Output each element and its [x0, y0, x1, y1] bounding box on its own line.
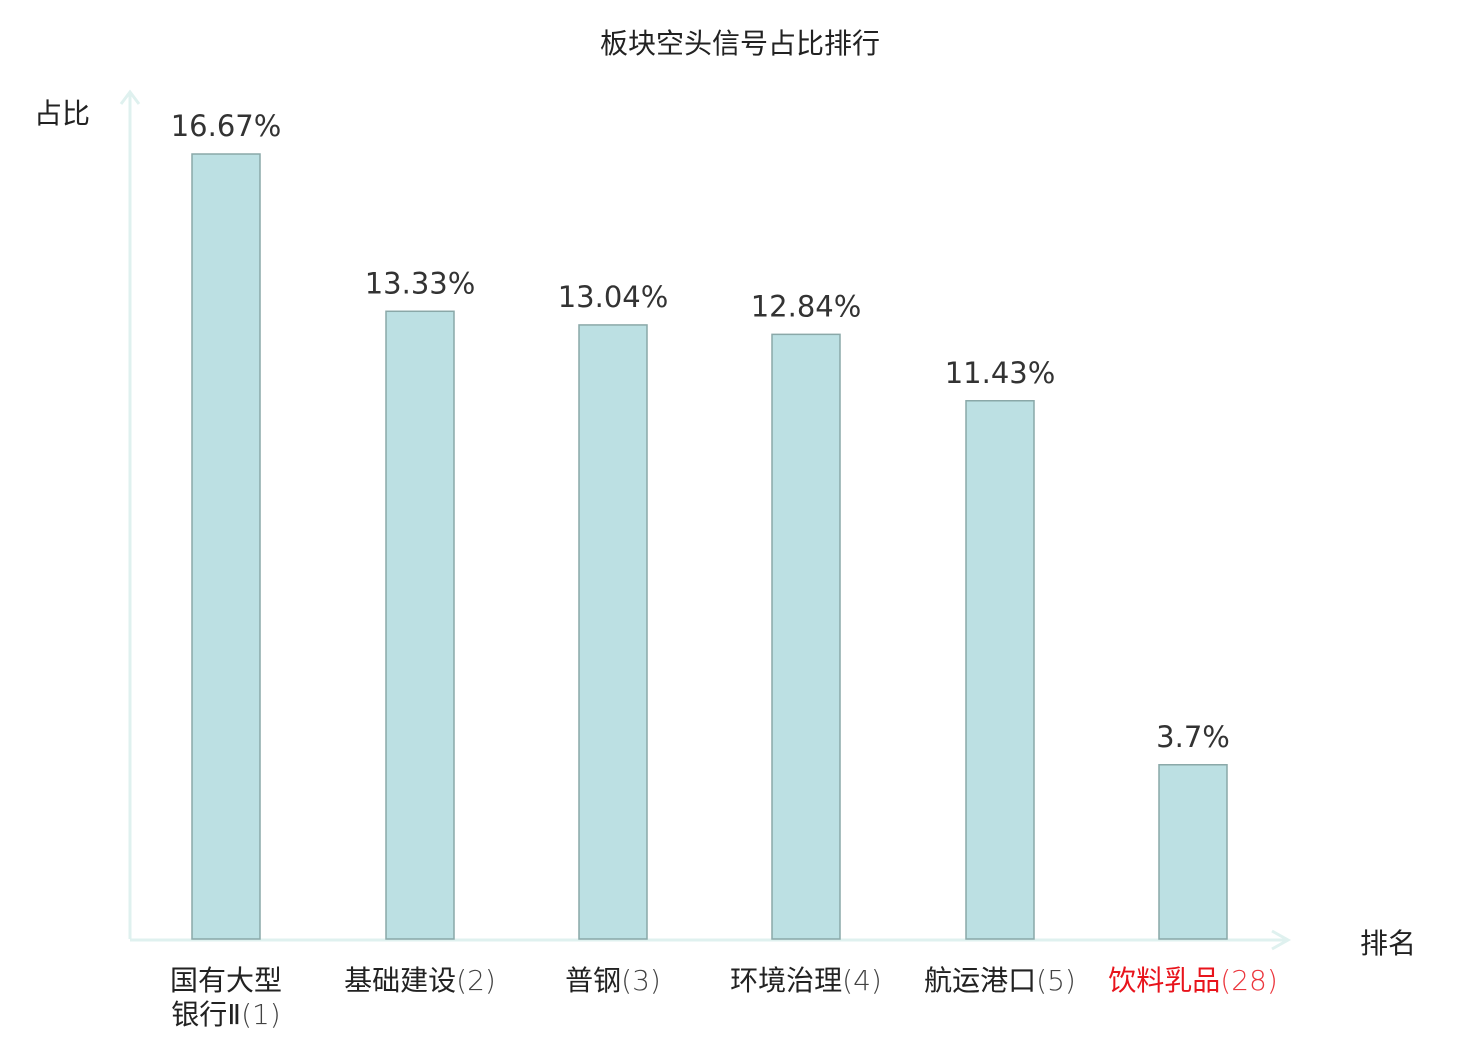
category-rank: (4) [842, 964, 882, 997]
bar [578, 324, 648, 940]
category-name: 普钢 [565, 964, 622, 997]
category-rank: (2) [456, 964, 496, 997]
data-label: 11.43% [945, 356, 1056, 390]
category-name: 饮料乳品 [1108, 964, 1221, 997]
bar [771, 333, 841, 940]
x-axis-label: 排名 [1360, 927, 1417, 960]
category-name: 基础建设 [344, 964, 457, 997]
data-label: 12.84% [751, 289, 862, 323]
category-name: 环境治理 [730, 964, 843, 997]
chart-title: 板块空头信号占比排行 [599, 27, 880, 60]
x-tick-label: 饮料乳品(28) [1093, 964, 1293, 998]
category-name: 国有大型银行Ⅱ [169, 964, 282, 1031]
x-tick-label: 基础建设(2) [320, 964, 520, 998]
category-name: 航运港口 [924, 964, 1037, 997]
data-label: 3.7% [1156, 720, 1230, 754]
x-tick-label: 普钢(3) [513, 964, 713, 998]
bar [1158, 764, 1228, 940]
category-rank: (28) [1220, 964, 1278, 997]
x-tick-label: 环境治理(4) [706, 964, 906, 998]
y-axis-label: 占比 [34, 97, 91, 130]
bar [965, 400, 1035, 940]
data-label: 16.67% [171, 109, 282, 143]
y-axis-arrow-icon [119, 89, 141, 105]
data-label: 13.33% [365, 266, 476, 300]
x-tick-label: 国有大型银行Ⅱ(1) [161, 964, 291, 1032]
category-rank: (5) [1036, 964, 1076, 997]
data-label: 13.04% [558, 280, 669, 314]
category-rank: (1) [241, 998, 281, 1031]
x-tick-label: 航运港口(5) [900, 964, 1100, 998]
x-axis-arrow-icon [1271, 929, 1292, 951]
bar [191, 153, 261, 940]
category-rank: (3) [621, 964, 661, 997]
bar [385, 310, 455, 940]
